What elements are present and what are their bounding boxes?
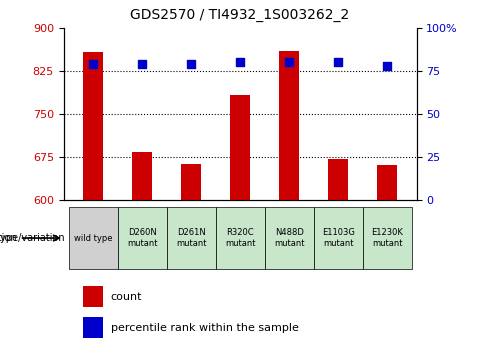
Bar — [167, 207, 216, 269]
Bar — [230, 95, 250, 200]
Point — [383, 63, 391, 68]
Bar — [118, 207, 167, 269]
Text: D261N
mutant: D261N mutant — [176, 228, 206, 248]
Point — [187, 61, 195, 67]
Text: N488D
mutant: N488D mutant — [274, 228, 304, 248]
Bar — [132, 152, 152, 200]
Text: genotype/variation: genotype/variation — [0, 233, 65, 243]
Bar — [314, 207, 363, 269]
Point — [334, 59, 342, 65]
Text: E1230K
mutant: E1230K mutant — [371, 228, 403, 248]
Point — [138, 61, 146, 67]
Text: percentile rank within the sample: percentile rank within the sample — [111, 323, 298, 333]
Bar — [363, 207, 412, 269]
Point — [236, 59, 244, 65]
Bar — [83, 317, 103, 338]
Text: E1103G
mutant: E1103G mutant — [321, 228, 355, 248]
Bar — [265, 207, 314, 269]
Text: genotype/variation: genotype/variation — [0, 233, 17, 243]
Bar — [83, 52, 103, 200]
Point — [89, 61, 97, 67]
Point — [285, 59, 293, 65]
Title: GDS2570 / TI4932_1S003262_2: GDS2570 / TI4932_1S003262_2 — [130, 8, 350, 22]
Bar — [328, 159, 348, 200]
Text: wild type: wild type — [74, 234, 112, 243]
Bar — [69, 207, 118, 269]
Bar — [279, 51, 299, 200]
Text: count: count — [111, 292, 142, 302]
Bar — [83, 286, 103, 307]
Bar — [377, 165, 397, 200]
Bar — [216, 207, 265, 269]
Bar — [181, 165, 201, 200]
Text: R320C
mutant: R320C mutant — [225, 228, 255, 248]
Text: D260N
mutant: D260N mutant — [127, 228, 157, 248]
